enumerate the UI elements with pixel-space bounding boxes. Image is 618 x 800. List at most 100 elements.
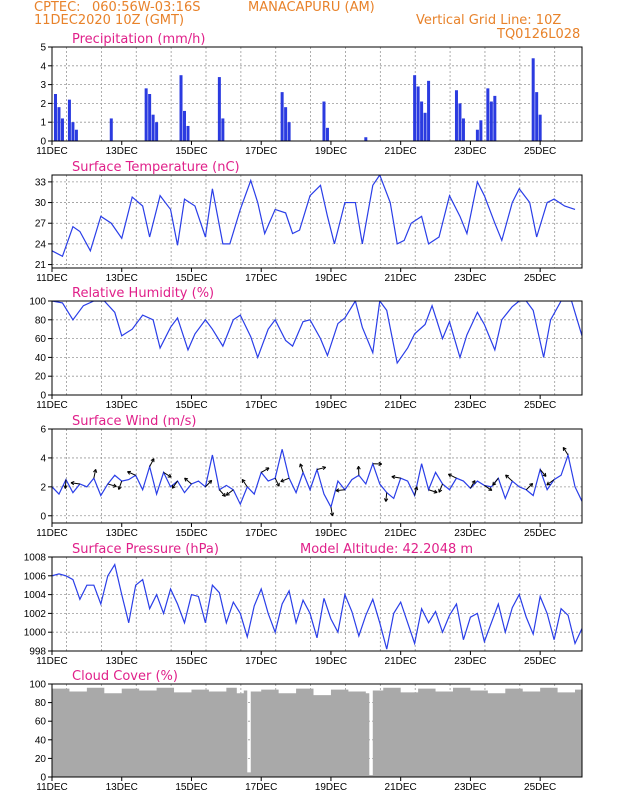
wind-arrow (438, 483, 443, 493)
temperature-title: Surface Temperature (nC) (72, 160, 240, 175)
x-tick-label: 21DEC (385, 656, 417, 667)
wind-arrow (372, 461, 383, 467)
y-tick-label: 40 (35, 735, 47, 746)
precip-bar (416, 86, 420, 141)
x-tick-label: 15DEC (175, 146, 207, 157)
wind-arrow (218, 489, 226, 497)
wind-arrow (205, 479, 213, 488)
x-tick-label: 11DEC (36, 528, 68, 539)
wind-arrow (241, 478, 248, 488)
humidity-frame (51, 300, 583, 396)
precip-bar (155, 122, 159, 141)
wind-arrow (260, 467, 270, 473)
precip-bar (57, 107, 61, 141)
precip-bar (493, 95, 497, 141)
header-location: MANACAPURU (AM) (248, 0, 375, 15)
wind-arrow (329, 507, 335, 517)
temperature-panel: 21 24 27 30 33 11DEC 13DEC 15DEC 17DEC 19DEC 21DEC… (35, 160, 583, 284)
precip-bar (420, 101, 424, 141)
wind-arrow (149, 458, 155, 467)
header-grid-code: TQ0126L028 (497, 27, 581, 42)
wind-arrow (127, 470, 136, 476)
precip-bar (74, 129, 78, 141)
y-tick-label: 80 (35, 315, 47, 326)
wind-arrow (505, 474, 513, 482)
y-tick-label: 60 (35, 717, 47, 728)
x-tick-label: 23DEC (454, 146, 486, 157)
x-tick-label: 15DEC (175, 273, 207, 284)
x-tick-label: 15DEC (175, 656, 207, 667)
precip-bar (221, 118, 225, 141)
x-tick-label: 13DEC (106, 528, 138, 539)
x-tick-label: 23DEC (454, 273, 486, 284)
wind-arrow (316, 465, 327, 471)
wind-arrow (93, 469, 98, 479)
y-tick-label: 1008 (24, 553, 47, 564)
y-tick-label: 2 (40, 482, 46, 493)
pressure-frame (51, 556, 583, 652)
x-tick-label: 11DEC (36, 782, 68, 793)
precip-bar (461, 118, 465, 141)
wind-arrow (546, 479, 555, 486)
x-tick-label: 19DEC (315, 782, 347, 793)
x-tick-label: 13DEC (106, 273, 138, 284)
precip-bar (427, 80, 431, 141)
wind-arrow (107, 483, 117, 488)
temperature-frame (51, 174, 583, 269)
y-tick-label: 40 (35, 353, 47, 364)
precip-bar (486, 88, 490, 141)
x-tick-label: 13DEC (106, 656, 138, 667)
precip-bar (535, 92, 539, 141)
precip-bar (413, 75, 417, 141)
x-tick-label: 17DEC (245, 146, 277, 157)
wind-arrow (163, 471, 172, 478)
precip-bar (53, 94, 57, 141)
wind-arrow (447, 473, 457, 479)
humidity-title: Relative Humidity (%) (72, 286, 214, 301)
y-tick-label: 0 (40, 773, 46, 784)
precip-bar (531, 58, 535, 141)
x-tick-label: 15DEC (175, 528, 207, 539)
x-tick-label: 23DEC (454, 528, 486, 539)
wind-arrow (184, 477, 192, 485)
x-tick-label: 19DEC (315, 400, 347, 411)
precip-bar (280, 92, 284, 141)
precip-bar (183, 110, 186, 141)
precip-bar (217, 77, 221, 141)
x-tick-label: 15DEC (175, 782, 207, 793)
y-tick-label: 100 (29, 297, 46, 308)
wind-frame (51, 428, 583, 524)
x-tick-label: 15DEC (175, 400, 207, 411)
x-tick-label: 21DEC (385, 273, 417, 284)
humidity-panel: 0 20 40 60 80 100 11DEC 13DEC 15DEC 17DEC 19DEC 21D… (29, 286, 583, 411)
wind-arrow (280, 477, 290, 483)
y-tick-label: 2 (40, 99, 46, 110)
wind-arrow (335, 488, 345, 493)
y-tick-label: 100 (29, 680, 46, 691)
x-tick-label: 25DEC (524, 146, 556, 157)
x-tick-label: 17DEC (245, 782, 277, 793)
precip-bar (144, 88, 148, 141)
wind-arrow (525, 483, 534, 491)
x-tick-label: 17DEC (245, 528, 277, 539)
pressure-title: Surface Pressure (hPa) (72, 542, 219, 557)
x-tick-label: 11DEC (36, 656, 68, 667)
precip-bar (489, 101, 493, 141)
wind-arrow (484, 484, 493, 491)
y-tick-label: 1006 (24, 571, 47, 582)
y-tick-label: 24 (35, 239, 47, 250)
pressure-panel: 998 1000 1002 1004 1006 1008 11DEC 13DEC 15DEC 17… (24, 542, 583, 667)
y-tick-label: 998 (29, 647, 46, 658)
x-tick-label: 19DEC (315, 273, 347, 284)
precip-bar (325, 127, 329, 141)
y-tick-label: 6 (40, 425, 46, 436)
humidity-line (52, 301, 582, 365)
x-tick-label: 19DEC (315, 146, 347, 157)
precip-bar (454, 90, 458, 141)
wind-arrow (539, 469, 547, 477)
precip-bar (60, 118, 64, 141)
y-tick-label: 3 (40, 80, 46, 91)
precip-bar (479, 120, 483, 141)
wind-arrow (469, 480, 476, 489)
precip-bar (179, 75, 183, 141)
